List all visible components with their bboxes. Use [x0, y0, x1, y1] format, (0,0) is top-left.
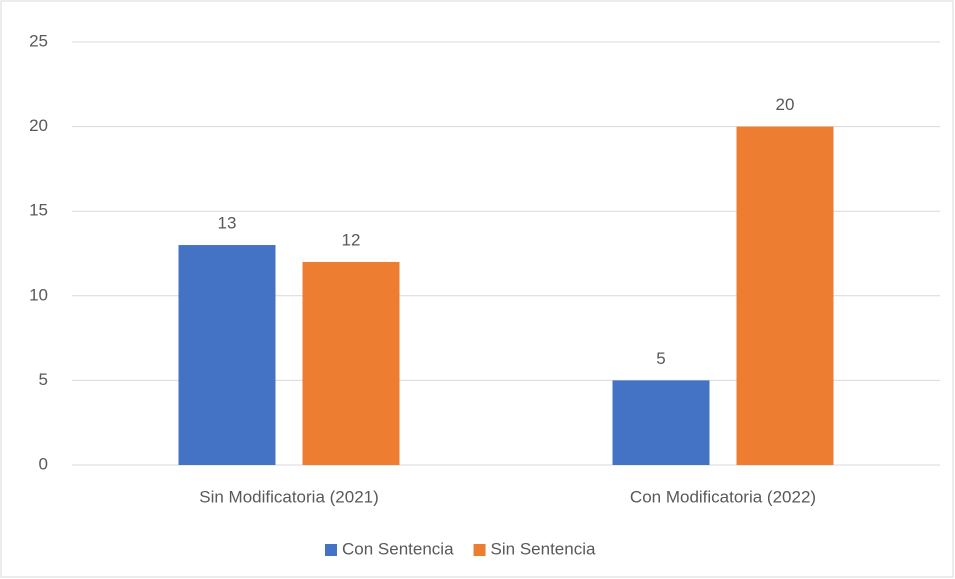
x-tick-label: Sin Modificatoria (2021) [199, 487, 379, 506]
bar [612, 380, 710, 465]
y-tick-label: 10 [29, 285, 48, 304]
bar [178, 245, 276, 465]
bar [736, 126, 834, 465]
y-tick-label: 25 [29, 31, 48, 50]
y-tick-label: 0 [39, 454, 48, 473]
legend-swatch [325, 544, 337, 556]
bar [302, 261, 400, 465]
y-tick-label: 20 [29, 116, 48, 135]
x-tick-label: Con Modificatoria (2022) [630, 487, 816, 506]
data-label: 13 [218, 214, 237, 233]
legend-label: Con Sentencia [342, 539, 454, 558]
data-label: 12 [342, 230, 361, 249]
data-label: 20 [776, 95, 795, 114]
y-tick-label: 5 [39, 370, 48, 389]
y-tick-label: 15 [29, 201, 48, 220]
legend-swatch [473, 544, 486, 556]
data-label: 5 [656, 349, 665, 368]
legend-label: Sin Sentencia [491, 539, 596, 558]
